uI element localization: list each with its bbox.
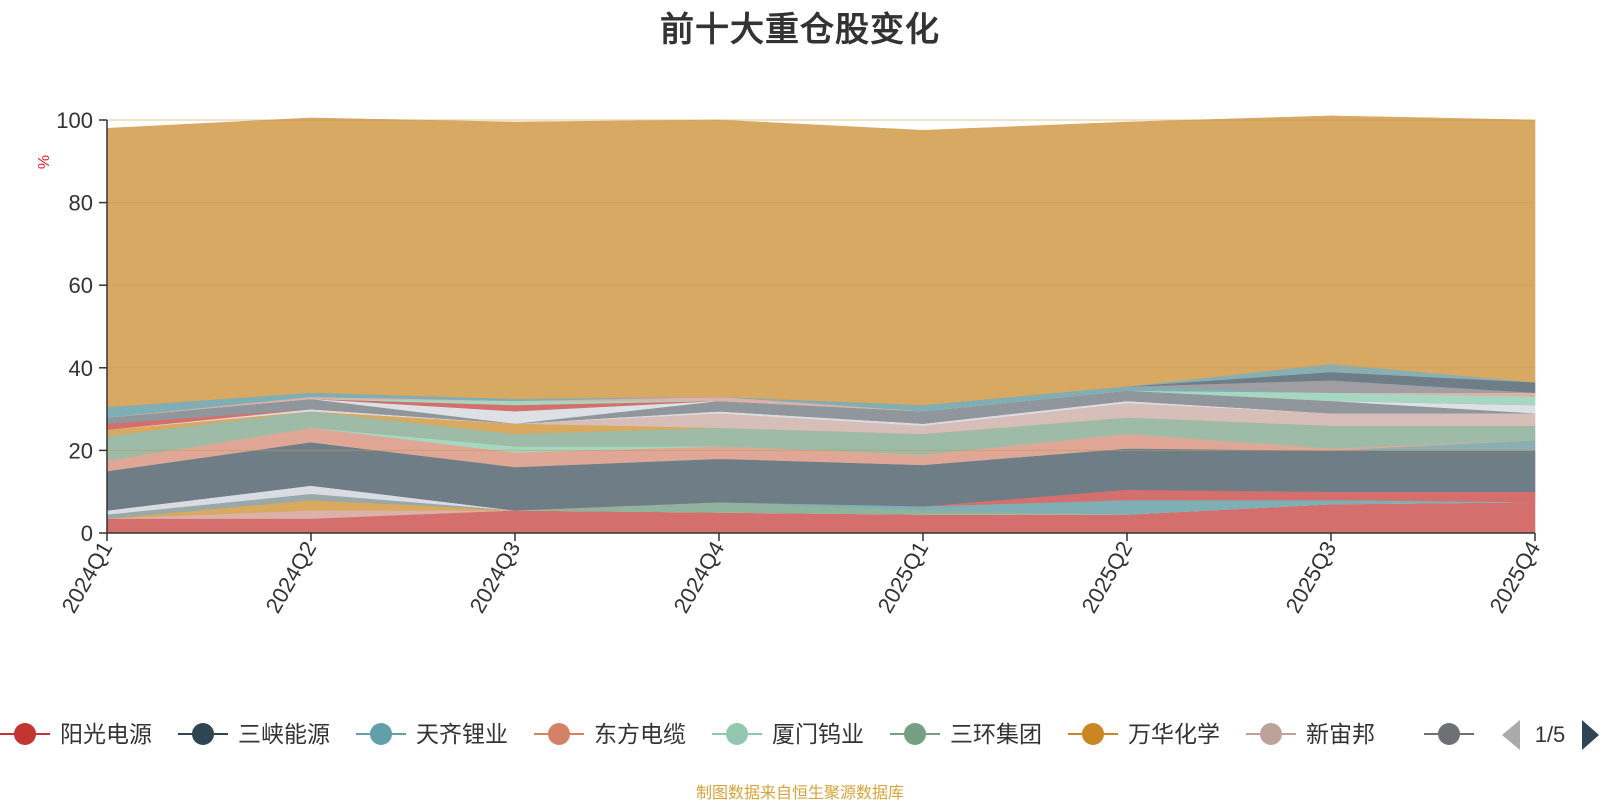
legend-marker-dot <box>1438 723 1460 745</box>
y-tick-label-0: 0 <box>81 521 93 546</box>
legend-marker-dot <box>370 723 392 745</box>
legend-item-天齐锂业[interactable]: 天齐锂业 <box>356 722 508 748</box>
legend-label: 东方电缆 <box>594 722 686 748</box>
legend: 阳光电源 三峡能源 天齐锂业 东方电缆 厦门钨业 三环集团 万华化学 新宙邦 均胜电子 1/5 <box>0 716 1600 752</box>
legend-item-东方电缆[interactable]: 东方电缆 <box>534 722 686 748</box>
legend-page-indicator: 1/5 <box>1535 722 1566 747</box>
x-tick-label-2024Q3: 2024Q3 <box>465 537 526 617</box>
x-tick-label-2024Q1: 2024Q1 <box>57 537 118 617</box>
x-tick-label-2025Q2: 2025Q2 <box>1077 537 1138 617</box>
legend-marker-dot <box>726 723 748 745</box>
series-layer <box>106 115 1536 534</box>
x-tick-label-2025Q1: 2025Q1 <box>873 537 934 617</box>
x-tick-label-2025Q4: 2025Q4 <box>1485 537 1546 617</box>
legend-label: 三峡能源 <box>238 722 330 748</box>
y-tick-label-40: 40 <box>69 356 93 381</box>
legend-marker-dot <box>14 723 36 745</box>
legend-item-均胜电子[interactable]: 均胜电子 <box>1424 722 1576 748</box>
legend-item-万华化学[interactable]: 万华化学 <box>1068 722 1220 748</box>
y-tick-label-100: 100 <box>56 108 93 133</box>
y-axis-unit-label: % <box>36 155 53 169</box>
legend-marker-dot <box>1082 723 1104 745</box>
source-note: 制图数据来自恒生聚源数据库 <box>695 783 904 802</box>
legend-marker-dot <box>548 723 570 745</box>
x-tick-label-2025Q3: 2025Q3 <box>1281 537 1342 617</box>
y-tick-label-60: 60 <box>69 273 93 298</box>
chart-title: 前十大重仓股变化 <box>660 10 940 50</box>
legend-list: 阳光电源 三峡能源 天齐锂业 东方电缆 厦门钨业 三环集团 万华化学 新宙邦 均胜电子 <box>0 722 1576 748</box>
legend-label: 阳光电源 <box>60 722 152 748</box>
legend-marker-dot <box>192 723 214 745</box>
legend-prev-page-icon[interactable] <box>1502 720 1520 750</box>
legend-marker-dot <box>1260 723 1282 745</box>
y-tick-label-80: 80 <box>69 191 93 216</box>
x-tick-label-2024Q2: 2024Q2 <box>261 537 322 617</box>
legend-label: 万华化学 <box>1128 722 1220 748</box>
y-tick-label-20: 20 <box>69 438 93 463</box>
legend-marker-dot <box>904 723 926 745</box>
legend-label: 天齐锂业 <box>416 722 508 748</box>
legend-label: 三环集团 <box>950 722 1042 748</box>
area-series-其他[interactable] <box>106 115 1536 408</box>
legend-label: 厦门钨业 <box>772 722 864 748</box>
legend-item-厦门钨业[interactable]: 厦门钨业 <box>712 722 864 748</box>
legend-item-三峡能源[interactable]: 三峡能源 <box>178 722 330 748</box>
legend-next-page-icon[interactable] <box>1582 720 1599 750</box>
legend-item-新宙邦[interactable]: 新宙邦 <box>1246 722 1375 748</box>
legend-item-阳光电源[interactable]: 阳光电源 <box>0 722 152 748</box>
x-tick-label-2024Q4: 2024Q4 <box>669 537 730 617</box>
legend-label: 新宙邦 <box>1306 722 1375 748</box>
legend-item-三环集团[interactable]: 三环集团 <box>890 722 1042 748</box>
